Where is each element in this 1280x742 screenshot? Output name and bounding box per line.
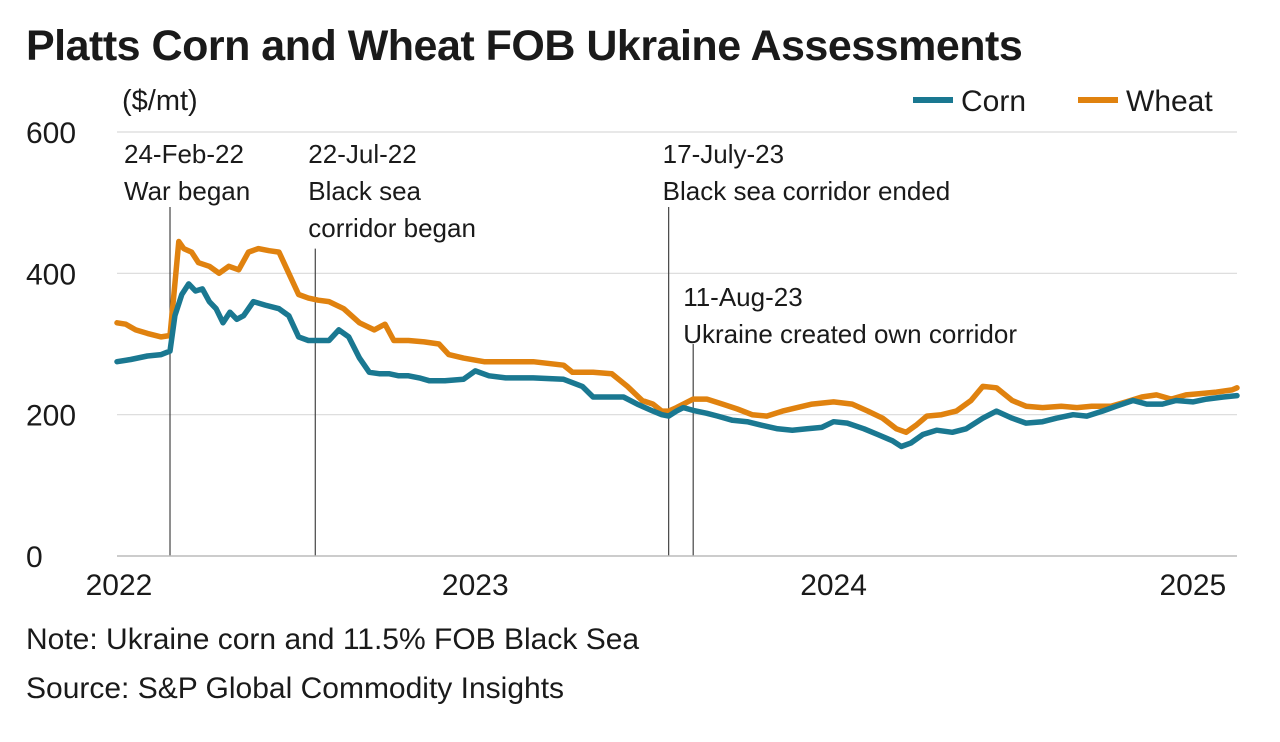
annotation-label: Black sea corridor ended [663,176,951,206]
y-tick-label: 0 [26,541,43,574]
chart-source: Source: S&P Global Commodity Insights [26,672,565,705]
annotation-label: Black sea [308,176,421,206]
y-tick-label: 400 [26,258,76,291]
chart-title: Platts Corn and Wheat FOB Ukraine Assess… [26,22,1023,70]
legend: Corn Wheat [913,85,1213,118]
x-tick-label: 2024 [800,569,867,602]
annotation-label: 24-Feb-22 [124,139,244,169]
annotation-label: War began [124,176,250,206]
y-unit-label: ($/mt) [122,85,198,117]
y-tick-label: 600 [26,117,76,150]
annotation-lines [169,207,694,556]
series-line-wheat [114,238,1240,436]
axes: 0 200 400 600 2022 2023 2024 2025 ($/mt) [26,85,1237,602]
annotation-label: 22-Jul-22 [308,139,416,169]
legend-label-corn: Corn [961,85,1026,118]
annotation-label: 11-Aug-23 [683,282,803,312]
annotation-label: 17-July-23 [663,139,784,169]
gridlines [117,131,1237,416]
annotation-label: Ukraine created own corridor [683,319,1017,349]
x-tick-label: 2025 [1159,569,1226,602]
x-tick-label: 2022 [86,569,153,602]
annotation-label: corridor began [308,213,476,243]
x-tick-label: 2023 [442,569,509,602]
legend-label-wheat: Wheat [1126,85,1213,118]
series-line-corn [114,281,1240,450]
y-tick-label: 200 [26,400,76,433]
annotation-labels: 24-Feb-22 War began 22-Jul-22 Black sea corr… [124,139,1017,349]
chart-note: Note: Ukraine corn and 11.5% FOB Black S… [26,623,640,656]
series-lines [114,238,1240,450]
